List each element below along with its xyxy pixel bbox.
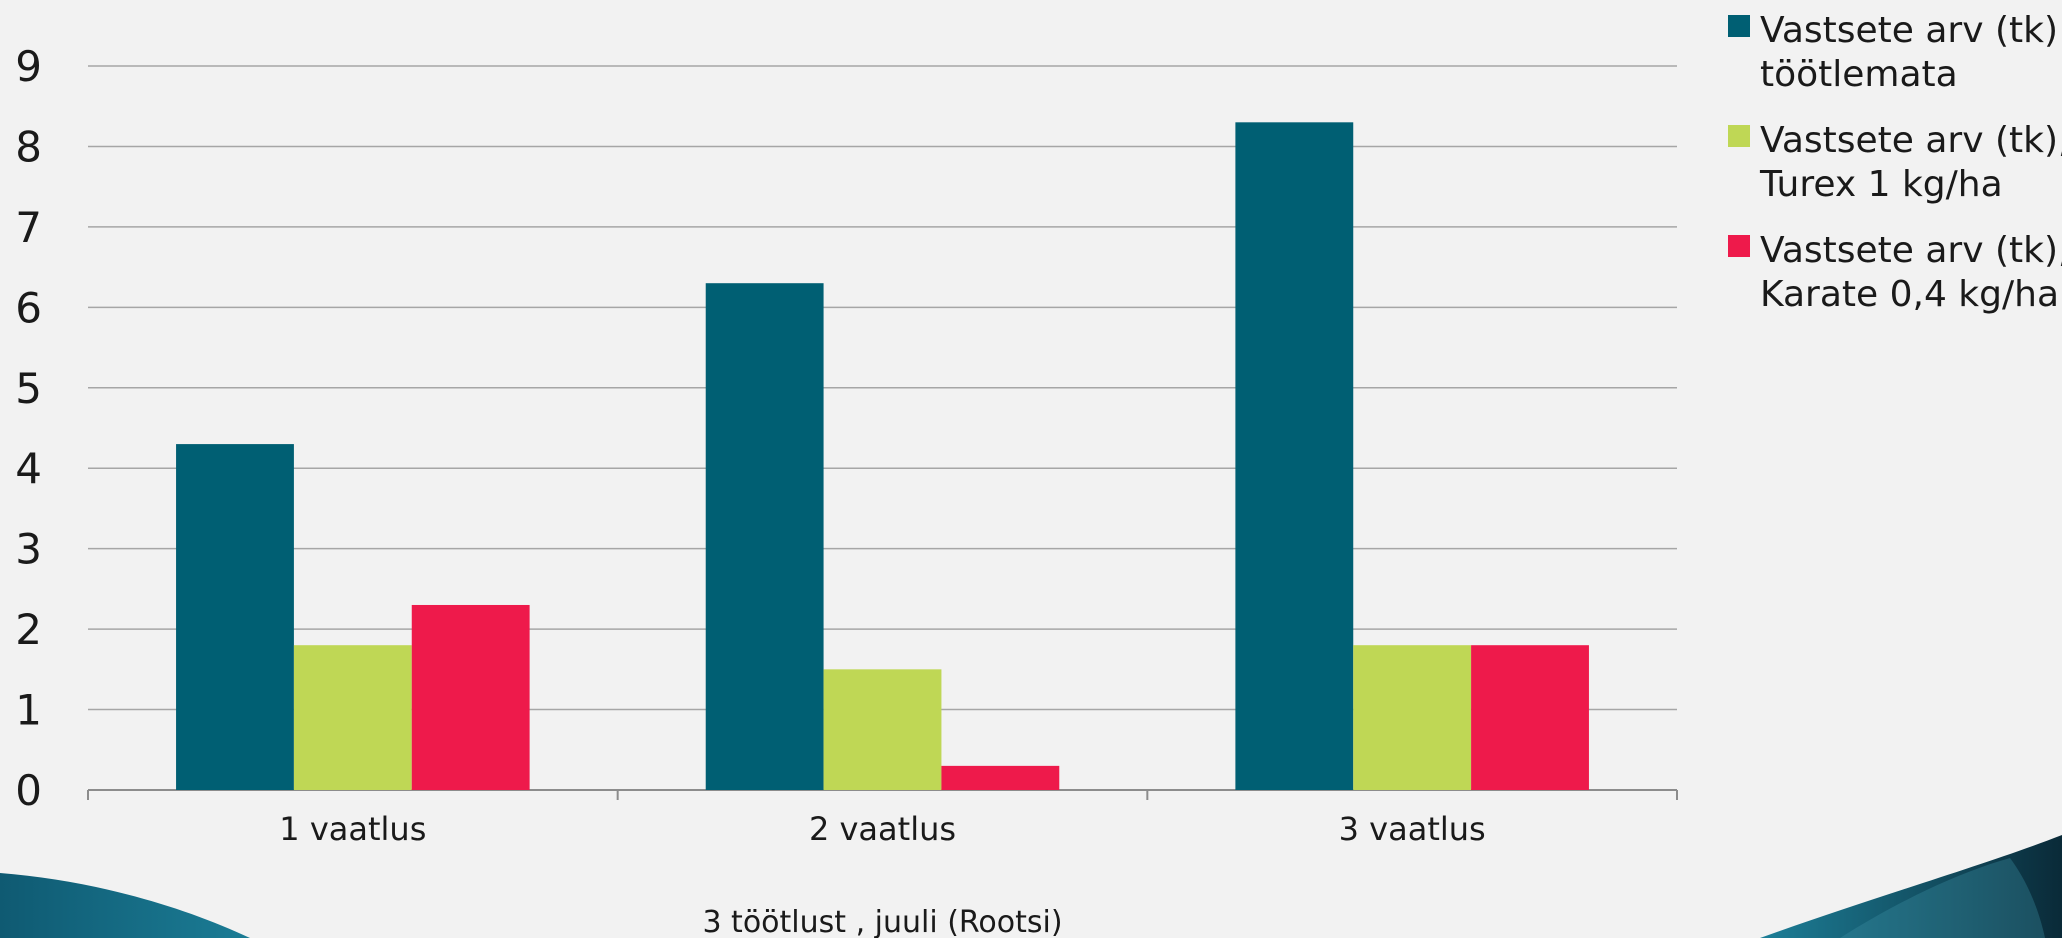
bar	[705, 283, 824, 790]
decor-swoosh-right	[1760, 835, 2062, 938]
decor-swoosh-left	[0, 873, 250, 938]
bar	[293, 645, 412, 790]
legend-swatch	[1728, 235, 1750, 257]
legend-swatch	[1728, 125, 1750, 147]
legend-label: Vastsete arv (tk),	[1760, 120, 2062, 161]
y-tick-label: 7	[15, 203, 42, 252]
decor-swoosh-highlight	[1840, 858, 2045, 938]
y-tick-label: 9	[15, 42, 42, 91]
legend-label: töötlemata	[1760, 54, 1958, 95]
legend-label: Vastsete arv (tk),	[1760, 230, 2062, 271]
y-tick-label: 6	[15, 283, 42, 332]
legend-label: Vastsete arv (tk)	[1760, 10, 2058, 51]
bar	[176, 444, 294, 790]
y-tick-label: 4	[15, 444, 42, 493]
bar	[941, 765, 1060, 790]
x-axis-title: 3 töötlust , juuli (Rootsi)	[702, 905, 1062, 938]
bar	[1235, 122, 1354, 791]
bar	[1353, 645, 1472, 790]
y-tick-label: 5	[15, 364, 42, 413]
legend-swatch	[1728, 15, 1750, 37]
y-tick-label: 3	[15, 525, 42, 574]
legend-label: Turex 1 kg/ha	[1759, 164, 2003, 205]
x-category-label: 3 vaatlus	[1339, 810, 1486, 848]
x-category-label: 2 vaatlus	[809, 810, 956, 848]
legend-label: Karate 0,4 kg/ha	[1760, 274, 2059, 315]
bar	[411, 604, 530, 790]
bar	[823, 669, 942, 790]
y-tick-label: 1	[15, 686, 42, 735]
y-tick-label: 2	[15, 605, 42, 654]
y-tick-label: 8	[15, 122, 42, 171]
legend: Vastsete arv (tk)töötlemata Vastsete arv …	[1728, 10, 2062, 315]
x-category-label: 1 vaatlus	[279, 810, 426, 848]
y-tick-label: 0	[15, 766, 42, 815]
bar	[1471, 645, 1589, 790]
plot-area: 0 1 2 3 4 5 6 7 8 9 1 vaatlus 2 vaatlus 3 vaatlus 3 t…	[15, 42, 1678, 938]
